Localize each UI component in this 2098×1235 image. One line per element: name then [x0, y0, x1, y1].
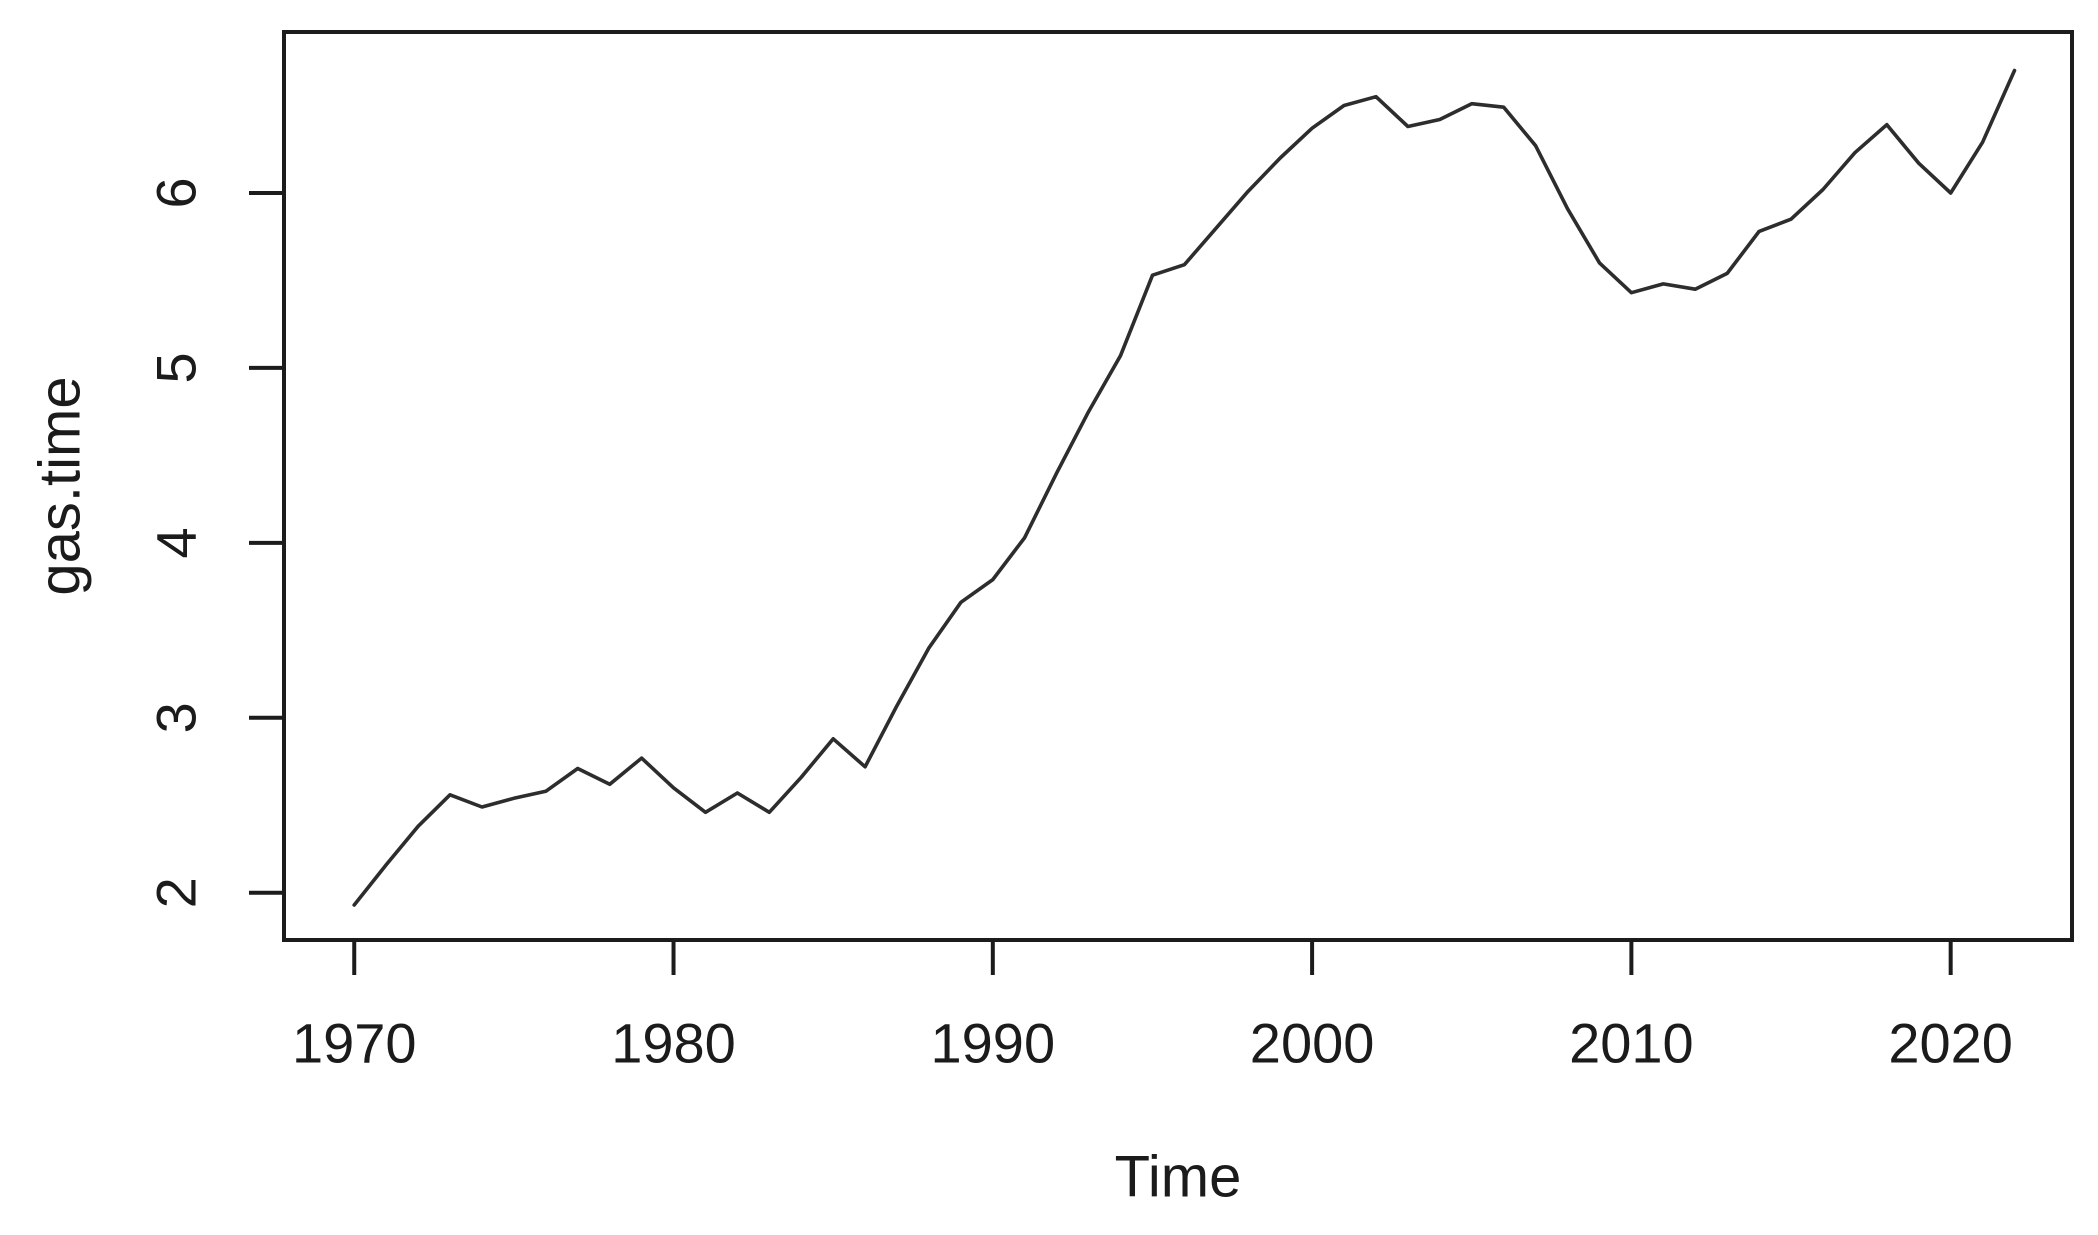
x-tick-label: 2000 — [1250, 1012, 1375, 1075]
x-tick-label: 2020 — [1888, 1012, 2013, 1075]
x-tick-label: 1980 — [611, 1012, 736, 1075]
x-tick-label: 1990 — [931, 1012, 1056, 1075]
y-tick-label: 2 — [145, 877, 208, 908]
y-tick-label: 5 — [145, 352, 208, 383]
y-tick-label: 4 — [145, 527, 208, 558]
x-tick-label: 1970 — [292, 1012, 417, 1075]
plot-frame-box — [282, 30, 2074, 942]
x-axis-title: Time — [1115, 1145, 1242, 1210]
y-axis-title: gas.time — [28, 376, 93, 595]
y-axis-ticks: 2 3 4 5 6 — [145, 177, 284, 908]
gas-time-series-line — [352, 68, 2017, 907]
x-tick-label: 2010 — [1569, 1012, 1694, 1075]
y-tick-label: 6 — [145, 177, 208, 208]
x-axis-ticks: 1970 1980 1990 2000 2010 2020 — [292, 940, 2013, 1075]
y-tick-label: 3 — [145, 702, 208, 733]
